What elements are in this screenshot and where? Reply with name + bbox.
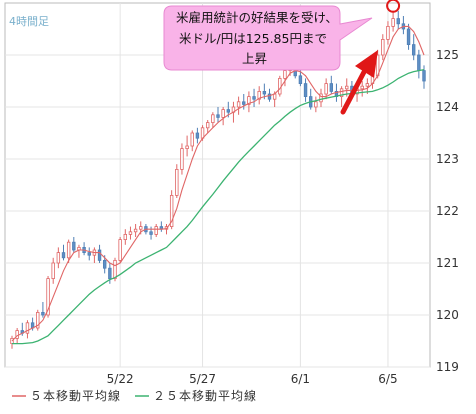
candle-body <box>61 252 66 259</box>
callout-bubble <box>163 5 373 71</box>
timeframe-label: 4時間足 <box>9 15 49 28</box>
legend-label-ma25: ２５本移動平均線 <box>153 388 257 403</box>
x-tick-label: 5/27 <box>189 372 216 386</box>
candle-body <box>226 109 230 113</box>
candle-body <box>97 249 102 261</box>
candle-body <box>211 114 215 124</box>
x-tick-label: 6/1 <box>291 372 310 386</box>
annotation-line-1: 米雇用統計の好結果を受け、 <box>176 10 338 25</box>
candle-body <box>247 96 251 105</box>
candle-body <box>283 70 287 79</box>
candle-body <box>411 44 416 56</box>
candle-body <box>15 330 19 339</box>
candle-body <box>36 311 40 329</box>
candle-body <box>169 194 174 227</box>
y-tick-label: 122 <box>436 204 459 218</box>
candle-body <box>51 262 55 279</box>
candle-body <box>185 145 189 149</box>
candle-body <box>72 241 76 251</box>
peak-marker-circle <box>386 0 401 13</box>
candle-body <box>339 88 344 98</box>
arrow-shaft <box>340 69 367 115</box>
candle-body <box>46 278 50 316</box>
annotation-arrow <box>340 50 378 115</box>
candle-body <box>87 252 91 256</box>
candle-body <box>257 91 261 100</box>
candle-body <box>149 231 153 235</box>
candle-body <box>319 93 323 103</box>
annotation-line-3: 上昇 <box>242 51 267 66</box>
candle-body <box>381 39 385 56</box>
legend-label-ma5: ５本移動平均線 <box>30 388 121 403</box>
y-tick-label: 119 <box>436 360 459 374</box>
candle-body <box>422 70 426 82</box>
y-tick-label: 125 <box>436 48 459 62</box>
candle-body <box>267 93 272 100</box>
candle-body <box>298 75 303 85</box>
candle-body <box>236 101 241 108</box>
y-tick-label: 120 <box>436 308 459 322</box>
candle-body <box>386 25 390 40</box>
candle-body <box>56 252 61 264</box>
candle-body <box>133 228 138 233</box>
candle-body <box>324 83 328 95</box>
candle-body <box>41 311 45 316</box>
candle-body <box>25 322 30 334</box>
candle-body <box>180 148 184 170</box>
candle-body <box>128 231 133 235</box>
candle-body <box>108 267 112 280</box>
candle-body <box>278 78 282 95</box>
candle-body <box>252 96 256 100</box>
candle-body <box>262 91 267 95</box>
candle-body <box>216 114 220 118</box>
x-tick-label: 5/22 <box>107 372 134 386</box>
candle-body <box>139 226 143 230</box>
candle-body <box>417 54 421 71</box>
candle-body <box>195 132 200 139</box>
candle-body <box>66 241 71 259</box>
candle-body <box>221 109 225 118</box>
annotation-line-2: 米ドル/円は125.85円まで <box>179 31 327 46</box>
candle-body <box>314 101 318 108</box>
candle-body <box>113 259 117 279</box>
candle-body <box>345 85 349 90</box>
y-axis-ticks: 119 120 121 122 123 124 125 <box>436 48 459 374</box>
candle-body <box>118 239 122 261</box>
candle-body <box>242 101 246 105</box>
candle-body <box>123 233 127 240</box>
x-axis-ticks: 5/22 5/27 6/1 6/5 <box>107 372 398 386</box>
arrow-head <box>355 50 378 78</box>
y-tick-label: 124 <box>436 100 459 114</box>
candle-body <box>406 28 411 45</box>
candle-body <box>205 122 210 129</box>
candle-body <box>329 83 333 92</box>
candle-body <box>190 132 194 147</box>
y-tick-label: 121 <box>436 256 459 270</box>
candle-body <box>303 83 308 97</box>
candle-body <box>391 18 395 27</box>
x-tick-label: 6/5 <box>378 372 397 386</box>
y-tick-label: 123 <box>436 152 459 166</box>
candle-body <box>360 85 364 90</box>
candle-body <box>365 83 370 87</box>
annotation-callout: 米雇用統計の好結果を受け、 米ドル/円は125.85円まで 上昇 <box>163 5 373 71</box>
legend: ５本移動平均線 ２５本移動平均線 <box>12 388 257 403</box>
candle-body <box>175 168 179 196</box>
candle-body <box>154 226 158 235</box>
candle-body <box>103 259 107 269</box>
candle-body <box>396 18 400 25</box>
